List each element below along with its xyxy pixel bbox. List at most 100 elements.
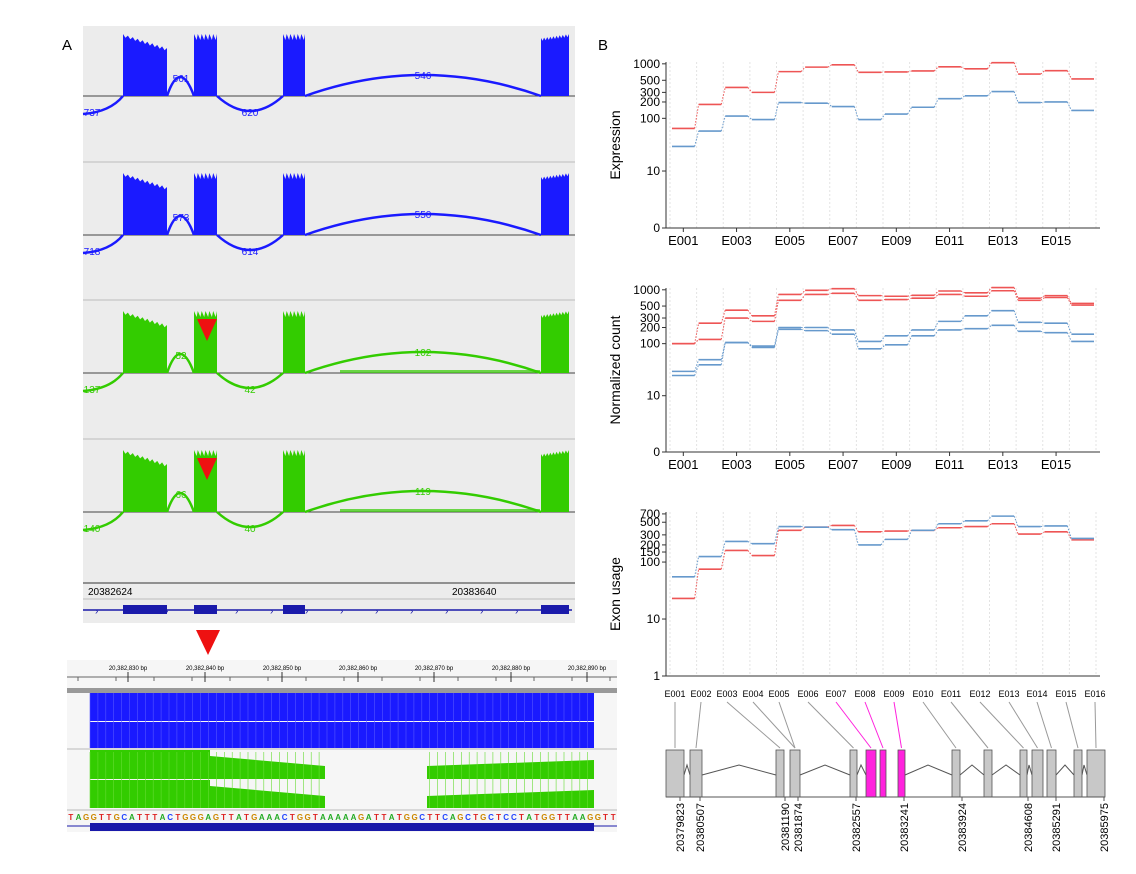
junction-arc-4 bbox=[304, 212, 542, 237]
series-connector bbox=[1040, 525, 1045, 528]
sequence-base: T bbox=[397, 813, 402, 822]
coverage-block bbox=[194, 34, 217, 96]
sequence-base: A bbox=[236, 813, 242, 822]
exon-connector bbox=[835, 701, 872, 749]
sequence-base: A bbox=[351, 813, 357, 822]
zoom-ruler-label: 20,382,850 bp bbox=[263, 666, 302, 672]
series-connector bbox=[987, 287, 992, 294]
junction-arc-4 bbox=[304, 73, 542, 98]
series-connector bbox=[1040, 297, 1046, 301]
exon-box bbox=[983, 749, 993, 798]
zoom-ruler-label: 20,382,880 bp bbox=[492, 666, 531, 672]
x-tick-label: E011 bbox=[935, 233, 964, 248]
series-connector bbox=[853, 334, 859, 349]
intron-lines bbox=[683, 763, 1088, 776]
junction-arc-1 bbox=[82, 95, 124, 116]
series-connector bbox=[907, 297, 912, 301]
exon-connector bbox=[1008, 701, 1038, 749]
exon-label: E016 bbox=[1084, 689, 1105, 699]
coordinate-label: 20382557 bbox=[851, 803, 863, 852]
coordinate-label: 20381874 bbox=[793, 803, 805, 852]
x-tick-label: E003 bbox=[721, 457, 751, 472]
exon-label: E009 bbox=[883, 689, 904, 699]
series-connector bbox=[774, 71, 779, 93]
sequence-base: T bbox=[427, 813, 432, 822]
sequence-base: G bbox=[182, 813, 188, 822]
coverage-block bbox=[123, 311, 167, 373]
green-read-block bbox=[427, 760, 594, 779]
junction-count: 52 bbox=[175, 351, 187, 362]
junction-arc-2 bbox=[165, 214, 196, 236]
sequence-base: A bbox=[160, 813, 166, 822]
zoom-ruler-label: 20,382,890 bp bbox=[568, 666, 607, 672]
series-connector bbox=[933, 290, 939, 296]
strand-arrow: › bbox=[305, 606, 308, 617]
series-connector bbox=[694, 569, 700, 599]
series-connector bbox=[853, 525, 859, 533]
coverage-block bbox=[283, 173, 305, 235]
coordinate-label: 20385975 bbox=[1099, 803, 1111, 852]
sequence-base: G bbox=[190, 813, 196, 822]
series-connector bbox=[694, 104, 700, 129]
series-connector bbox=[1066, 297, 1072, 306]
sequence-base: A bbox=[76, 813, 82, 822]
exon-label: E011 bbox=[941, 689, 961, 699]
sequence-base: G bbox=[549, 813, 555, 822]
x-tick-label: E011 bbox=[935, 457, 964, 472]
series-connector bbox=[1040, 295, 1046, 299]
zoom-top-bar bbox=[67, 688, 617, 693]
series-connector bbox=[960, 526, 966, 529]
series-connector bbox=[747, 550, 753, 556]
series-connector bbox=[907, 530, 913, 540]
zoom-ruler-label: 20,382,830 bp bbox=[109, 666, 148, 672]
gene-exon bbox=[123, 605, 167, 614]
series-connector bbox=[774, 530, 779, 556]
series-connector bbox=[800, 328, 806, 332]
x-tick-label: E003 bbox=[721, 233, 751, 248]
series-connector bbox=[720, 541, 726, 557]
exon-label: E015 bbox=[1055, 689, 1076, 699]
y-tick-label: 300 bbox=[640, 85, 660, 99]
series-connector bbox=[1013, 324, 1019, 332]
series-connector bbox=[747, 309, 753, 317]
strand-arrow: › bbox=[270, 606, 273, 617]
sequence-base: T bbox=[557, 813, 562, 822]
strand-arrow: › bbox=[340, 606, 343, 617]
series-connector bbox=[747, 541, 753, 545]
sequence-base: C bbox=[167, 813, 173, 822]
coordinate-label: 20383241 bbox=[899, 803, 911, 852]
igv-background bbox=[83, 26, 575, 623]
panel-a-label: A bbox=[62, 37, 72, 54]
coverage-block bbox=[123, 34, 167, 96]
sequence-base: T bbox=[565, 813, 570, 822]
y-axis-label: Exon usage bbox=[607, 557, 623, 631]
sequence-base: G bbox=[91, 813, 97, 822]
sequence-base: C bbox=[503, 813, 509, 822]
sequence-base: T bbox=[435, 813, 440, 822]
series-connector bbox=[960, 290, 966, 294]
sequence-base: A bbox=[335, 813, 341, 822]
red-arrowhead-large bbox=[196, 630, 220, 655]
series-connector bbox=[694, 339, 699, 344]
exon-box bbox=[775, 749, 785, 798]
zoom-ruler-label: 20,382,840 bp bbox=[186, 666, 225, 672]
sequence-base: A bbox=[366, 813, 372, 822]
series-connector bbox=[1066, 295, 1072, 304]
y-tick-label: 1 bbox=[653, 669, 660, 683]
series-connector bbox=[933, 66, 939, 72]
y-tick-label: 200 bbox=[640, 320, 660, 334]
series-connector bbox=[827, 64, 833, 68]
ruler-label: 20383640 bbox=[452, 587, 497, 598]
coverage-block bbox=[541, 311, 569, 373]
coverage-block bbox=[194, 173, 217, 235]
sequence-base: T bbox=[382, 813, 387, 822]
sequence-base: G bbox=[587, 813, 593, 822]
junction-count: 40 bbox=[244, 524, 256, 535]
junction-count: 561 bbox=[173, 74, 190, 85]
exon-label: E003 bbox=[716, 689, 737, 699]
sequence-base: G bbox=[411, 813, 417, 822]
coverage-block bbox=[283, 450, 305, 512]
series-connector bbox=[880, 539, 886, 546]
series-connector bbox=[747, 317, 753, 322]
